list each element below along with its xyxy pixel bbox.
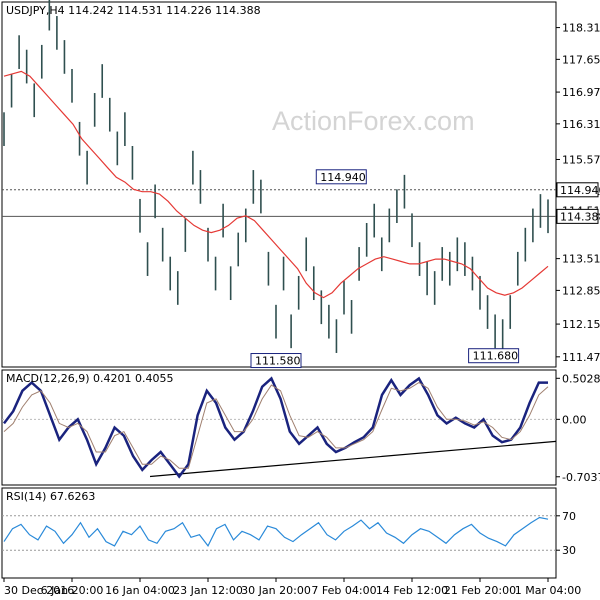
- y-tick-label: 112.850: [562, 284, 600, 297]
- x-tick-label: 21 Feb 20:00: [444, 584, 516, 597]
- rsi-title: RSI(14) 67.6263: [6, 490, 95, 503]
- macd-title: MACD(12,26,9) 0.4201 0.4055: [6, 372, 174, 385]
- y-tick-label: 116.970: [562, 86, 600, 99]
- price-badge: [556, 208, 599, 224]
- x-tick-label: 23 Jan 12:00: [173, 584, 243, 597]
- price-panel-frame: [1, 1, 557, 368]
- macd-series-group: [2, 376, 557, 479]
- annotation-box: [468, 348, 520, 364]
- x-tick-label: 1 Mar 04:00: [515, 584, 581, 597]
- watermark: ActionForex.com: [272, 106, 475, 136]
- x-tick-label: 14 Feb 12:00: [376, 584, 448, 597]
- x-tick-label: 7 Feb 04:00: [311, 584, 376, 597]
- price-badge-label: 114.940: [560, 184, 600, 197]
- y-tick-label: 118.310: [562, 22, 600, 35]
- support-trendline: [149, 440, 557, 478]
- price-badge-label: 114.388: [560, 210, 600, 223]
- price-series-group: 114.940 111.580 111.680: [2, 0, 556, 369]
- x-tick-label: 16 Jan 04:00: [105, 584, 175, 597]
- y-tick-label: 113.510: [562, 253, 600, 266]
- series-line-ma: [3, 70, 549, 299]
- series-line-rsi: [3, 516, 549, 548]
- series-line-macd: [3, 376, 548, 479]
- price-badge: [556, 182, 599, 198]
- price-title: USDJPY,H4 114.242 114.531 114.226 114.38…: [6, 4, 261, 17]
- annotation-label: 111.680: [473, 350, 518, 363]
- y-tick-label: 30: [562, 544, 576, 557]
- annotation-box: [250, 353, 302, 369]
- y-tick-label: 0.5028: [562, 372, 600, 385]
- rsi-panel-frame: [1, 487, 557, 579]
- y-tick-label: 116.310: [562, 118, 600, 131]
- rsi-series-group: [2, 515, 556, 551]
- x-tick-label: 30 Dec 2016: [4, 584, 74, 597]
- y-tick-label: 111.470: [562, 351, 600, 364]
- y-tick-label: 70: [562, 510, 576, 523]
- annotation-label: 111.580: [255, 355, 301, 368]
- x-tick-label: 30 Jan 20:00: [241, 584, 311, 597]
- annotation-box: [315, 169, 367, 185]
- y-tick-label: 0.00: [562, 413, 587, 426]
- series-line-signal: [3, 382, 549, 469]
- y-tick-label: 112.150: [562, 318, 600, 331]
- y-tick-label: 117.650: [562, 53, 600, 66]
- y-tick-label: 115.570: [562, 153, 600, 166]
- axes-group: 118.310 117.650 116.970 116.310 115.570 114.9…: [3, 22, 600, 597]
- x-tick-label: 6 Jan 20:00: [41, 584, 104, 597]
- annotation-label: 114.940: [320, 171, 366, 184]
